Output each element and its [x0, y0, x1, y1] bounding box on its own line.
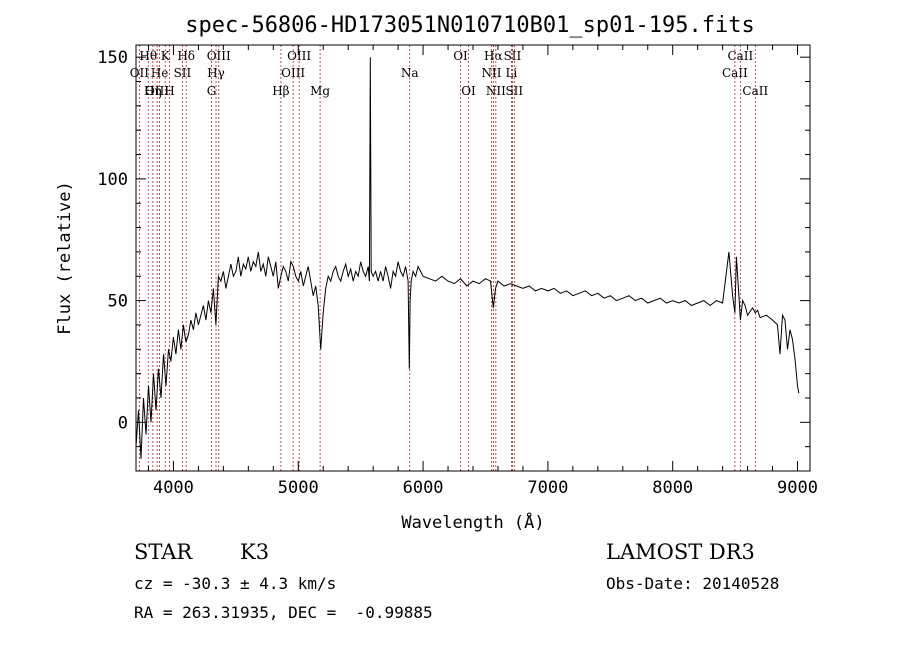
- line-label-9: G: [207, 84, 217, 98]
- y-axis-label: Flux (relative): [55, 181, 75, 335]
- line-label-12: Hβ: [272, 84, 289, 98]
- x-tick-label-9000: 9000: [777, 478, 818, 498]
- line-label-0: Hθ: [139, 49, 157, 63]
- line-label-11: OIII: [207, 49, 231, 63]
- y-tick-label-100: 100: [97, 170, 128, 190]
- line-label-8: Hδ: [177, 49, 195, 63]
- emission-line-markers: HθOIIOIIIHeHηKHSIIHδGHγOIIIHβOIIIOIIIMgN…: [130, 45, 768, 471]
- line-label-10: Hγ: [207, 66, 225, 80]
- obs-date: Obs-Date: 20140528: [606, 574, 780, 593]
- line-label-2: OIII: [145, 84, 169, 98]
- line-label-27: CaII: [742, 84, 768, 98]
- coordinates: RA = 263.31935, DEC = -0.99885: [134, 603, 433, 622]
- chart-title: spec-56806-HD173051N010710B01_sp01-195.f…: [185, 13, 755, 38]
- line-label-5: K: [161, 49, 171, 63]
- line-label-18: OI: [461, 84, 476, 98]
- redshift-readout: cz = -30.3 ± 4.3 km/s: [134, 574, 337, 593]
- line-label-3: He: [151, 66, 169, 80]
- x-tick-label-7000: 7000: [527, 478, 568, 498]
- y-tick-label-150: 150: [97, 48, 128, 68]
- spectrum-chart: spec-56806-HD173051N010710B01_sp01-195.f…: [55, 13, 818, 533]
- line-label-20: Hα: [484, 49, 503, 63]
- line-label-22: Li: [506, 66, 518, 80]
- line-label-4: Hη: [144, 84, 162, 98]
- line-label-25: CaII: [722, 66, 748, 80]
- y-tick-label-0: 0: [118, 413, 128, 433]
- y-tick-label-50: 50: [108, 292, 128, 312]
- plot-frame: [135, 44, 811, 472]
- survey-label: LAMOST DR3: [606, 540, 755, 564]
- line-label-19: NII: [481, 66, 501, 80]
- object-subclass: K3: [240, 540, 270, 564]
- line-label-7: SII: [174, 66, 192, 80]
- line-label-13: OIII: [281, 66, 305, 80]
- x-tick-label-6000: 6000: [403, 478, 444, 498]
- line-label-17: OI: [453, 49, 468, 63]
- line-label-1: OII: [130, 66, 150, 80]
- axis-ticks: 4000 5000 6000 7000 8000 9000 0 50 100 150: [97, 45, 818, 498]
- object-class: STAR: [134, 540, 193, 564]
- line-label-23: SII: [504, 49, 522, 63]
- line-label-24: SII: [505, 84, 523, 98]
- spectrum-line: [135, 57, 800, 459]
- line-label-26: CaII: [727, 49, 753, 63]
- x-tick-label-5000: 5000: [278, 478, 319, 498]
- spectrum-trace: [135, 57, 800, 459]
- x-tick-label-4000: 4000: [153, 478, 194, 498]
- x-axis-label: Wavelength (Å): [401, 511, 544, 533]
- line-label-6: H: [164, 84, 174, 98]
- line-label-21: NII: [486, 84, 506, 98]
- x-tick-label-8000: 8000: [652, 478, 693, 498]
- line-label-16: Na: [401, 66, 419, 80]
- line-label-14: OIII: [287, 49, 311, 63]
- line-label-15: Mg: [310, 84, 330, 98]
